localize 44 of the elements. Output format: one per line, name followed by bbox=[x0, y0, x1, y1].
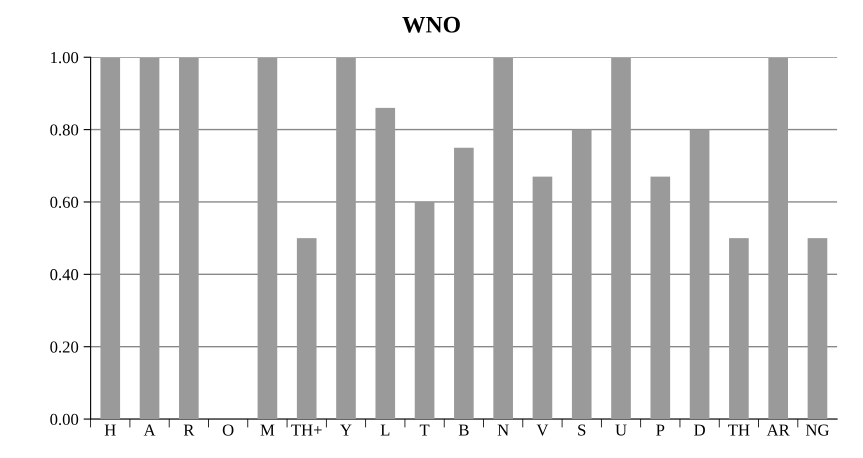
bar bbox=[808, 238, 828, 420]
x-tick-label: V bbox=[536, 424, 548, 436]
x-tick-label: L bbox=[380, 424, 390, 436]
x-tick-label: T bbox=[420, 424, 430, 436]
bar bbox=[336, 57, 356, 420]
bar bbox=[258, 57, 278, 420]
y-tick-label: 0.60 bbox=[50, 196, 78, 208]
x-tick-label: R bbox=[184, 424, 194, 436]
x-tick-label: S bbox=[578, 424, 586, 436]
bar bbox=[768, 57, 788, 420]
bar bbox=[493, 57, 513, 420]
bar bbox=[532, 176, 552, 420]
y-tick-label: 0.00 bbox=[50, 414, 78, 426]
y-tick-label: 1.00 bbox=[51, 52, 78, 64]
bar bbox=[650, 176, 670, 420]
x-tick-label: AR bbox=[766, 424, 790, 436]
x-tick-label: Y bbox=[340, 424, 352, 436]
bar bbox=[690, 130, 710, 420]
x-tick-label: H bbox=[104, 424, 116, 436]
x-tick-label: NG bbox=[806, 424, 829, 436]
chart-title: WNO bbox=[402, 16, 460, 33]
bar bbox=[140, 57, 160, 420]
bar bbox=[414, 202, 434, 420]
x-tick-label: B bbox=[458, 424, 469, 436]
x-tick-label: O bbox=[222, 424, 234, 436]
bar bbox=[296, 238, 317, 420]
bar bbox=[375, 108, 396, 420]
x-tick-label: D bbox=[694, 424, 705, 436]
bar bbox=[179, 57, 199, 420]
bar bbox=[100, 57, 120, 420]
x-tick-label: TH bbox=[728, 424, 750, 436]
x-tick-label: M bbox=[260, 424, 274, 436]
bar bbox=[729, 238, 749, 420]
y-tick-label: 0.80 bbox=[50, 124, 78, 136]
x-tick-label: A bbox=[144, 424, 156, 436]
bar bbox=[572, 130, 592, 420]
x-tick-label: P bbox=[656, 424, 664, 436]
x-tick-label: TH+ bbox=[291, 424, 322, 436]
x-tick-label: U bbox=[615, 424, 627, 436]
bar bbox=[611, 57, 631, 420]
y-tick-label: 0.20 bbox=[50, 341, 78, 353]
bar bbox=[454, 148, 474, 420]
y-tick-label: 0.40 bbox=[50, 269, 78, 280]
x-tick-label: N bbox=[498, 424, 509, 436]
